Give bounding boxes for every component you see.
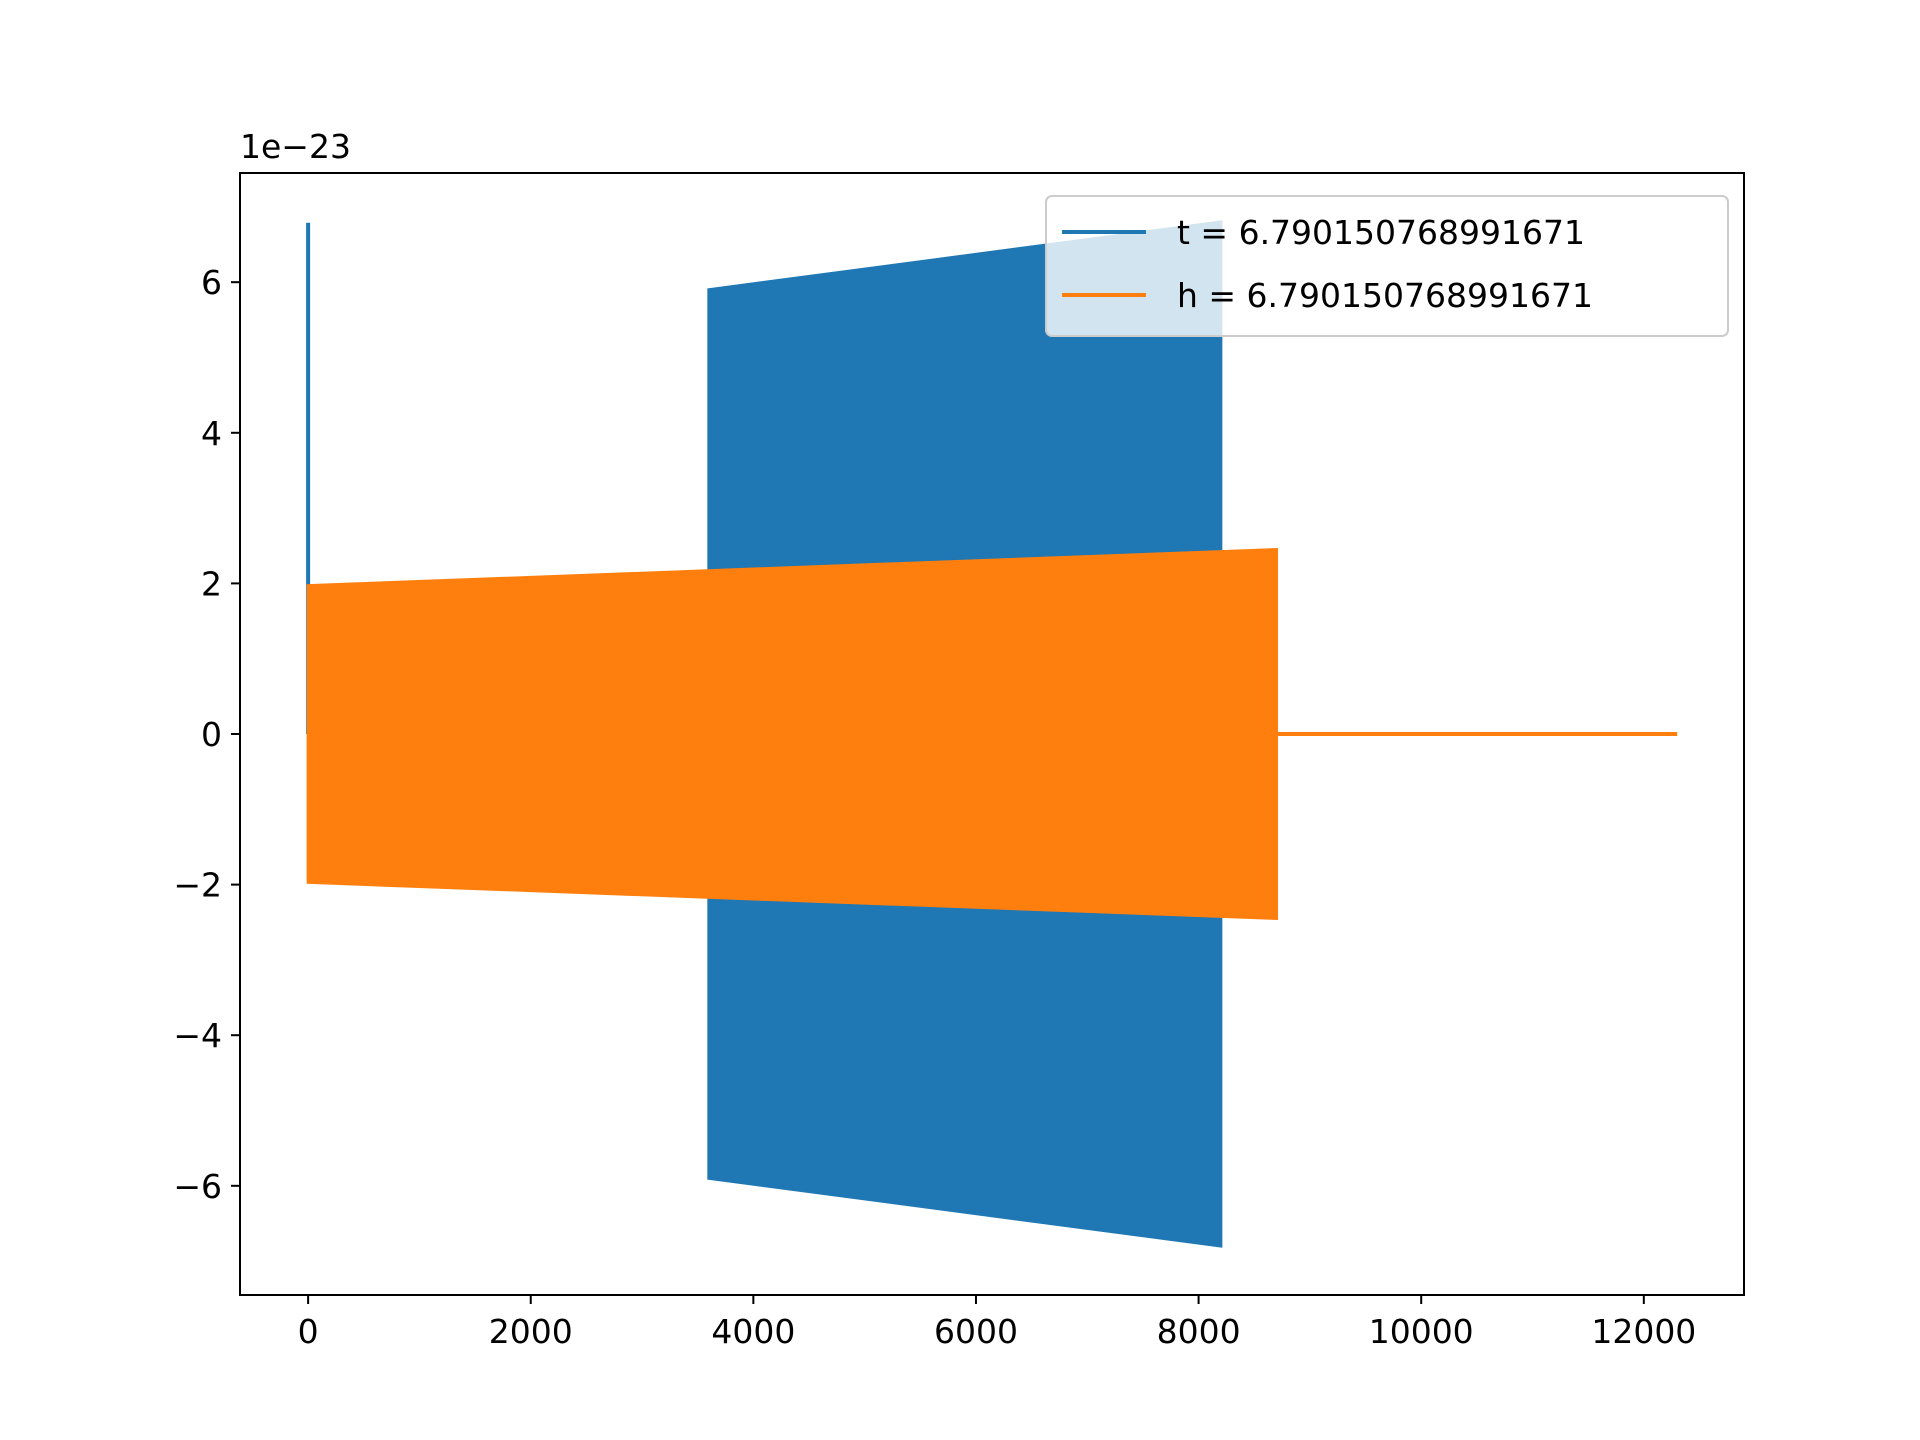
x-tick-label: 10000 — [1369, 1312, 1474, 1351]
y-tick-label: 2 — [201, 564, 222, 603]
x-tick-label: 4000 — [711, 1312, 795, 1351]
y-tick-label: −2 — [173, 866, 222, 905]
y-axis-offset-text: 1e−23 — [240, 127, 351, 166]
legend-box — [1045, 195, 1729, 337]
axis-ticks: 0 2000 4000 6000 8000 10000 12000 −6 −4 −2 0 2 4 6 — [173, 263, 1696, 1351]
legend: t = 6.790150768991671 h = 6.7901507689916… — [1045, 195, 1729, 337]
y-tick-label: 6 — [201, 263, 222, 302]
x-tick-label: 2000 — [489, 1312, 573, 1351]
x-tick-label: 12000 — [1591, 1312, 1696, 1351]
x-tick-label: 0 — [298, 1312, 319, 1351]
legend-label: h = 6.790150768991671 — [1177, 276, 1593, 315]
y-tick-label: 4 — [201, 414, 222, 453]
y-tick-label: 0 — [201, 715, 222, 754]
plot-area — [306, 220, 1678, 1248]
x-tick-label: 8000 — [1157, 1312, 1241, 1351]
y-tick-label: −6 — [173, 1167, 222, 1206]
series-h-envelope — [306, 547, 1279, 921]
y-tick-label: −4 — [173, 1016, 222, 1055]
legend-label: t = 6.790150768991671 — [1177, 213, 1585, 252]
x-tick-label: 6000 — [934, 1312, 1018, 1351]
